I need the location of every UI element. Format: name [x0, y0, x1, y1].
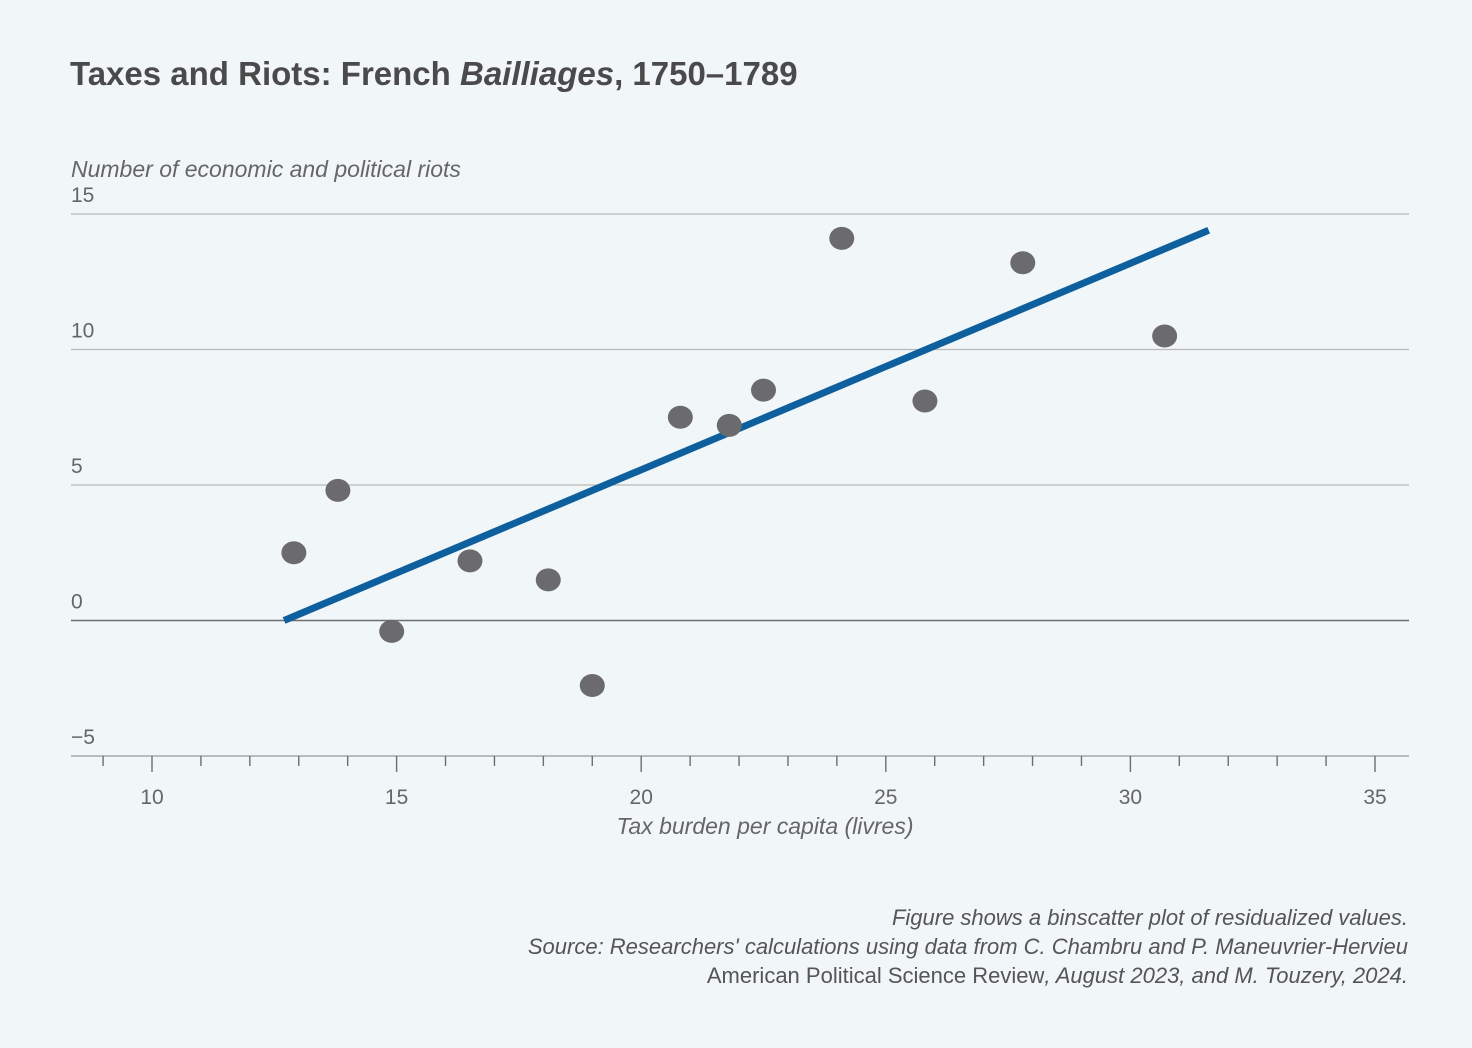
trend-line — [282, 227, 1211, 624]
data-point — [912, 389, 938, 413]
data-point — [457, 549, 483, 573]
note-line-1: Figure shows a binscatter plot of residu… — [891, 905, 1408, 930]
x-tick-label: 10 — [140, 786, 163, 809]
x-axis-label: Tax burden per capita (livres) — [616, 813, 914, 839]
x-axis-ticks — [102, 756, 1376, 772]
data-point — [379, 619, 405, 643]
x-tick-label: 30 — [1119, 786, 1142, 809]
y-tick-label: −5 — [71, 726, 95, 749]
y-tick-label: 15 — [71, 184, 94, 207]
source-line-3: American Political Science Review, Augus… — [528, 961, 1408, 990]
chart-title-tail: , 1750–1789 — [614, 55, 798, 92]
data-point — [535, 568, 561, 592]
source-date: , August 2023, and M. Touzery, 2024. — [1044, 963, 1408, 988]
data-point — [829, 226, 855, 250]
source-line: Source: Researchers' calculations using … — [527, 934, 1408, 959]
y-tick-label: 0 — [71, 591, 83, 614]
chart-title: Taxes and Riots: French Bailliages, 1750… — [70, 55, 798, 93]
journal-name: American Political Science Review — [706, 963, 1045, 988]
y-tick-labels: 15 10 5 0 −5 — [71, 184, 95, 749]
data-points — [281, 226, 1178, 698]
figure-note: Figure shows a binscatter plot of residu… — [528, 903, 1408, 990]
data-point — [1010, 251, 1036, 275]
x-tick-label: 20 — [630, 786, 653, 809]
chart-title-italic: Bailliages — [459, 55, 615, 92]
data-point — [325, 478, 351, 502]
chart-title-main: Taxes and Riots: French — [70, 55, 460, 92]
data-point — [751, 378, 776, 402]
x-tick-label: 15 — [385, 786, 408, 809]
y-tick-label: 5 — [71, 455, 83, 478]
trend-line-group — [282, 227, 1211, 624]
data-point — [1152, 324, 1178, 348]
gridlines — [71, 213, 1409, 757]
data-point — [281, 541, 307, 565]
data-point — [716, 413, 742, 437]
y-tick-label: 10 — [71, 320, 94, 343]
data-point — [667, 405, 693, 429]
x-tick-labels: 10 15 20 25 30 35 — [140, 786, 1386, 809]
x-tick-label: 35 — [1363, 786, 1386, 809]
y-axis-label: Number of economic and political riots — [71, 156, 461, 182]
x-tick-label: 25 — [874, 786, 897, 809]
data-point — [579, 674, 605, 698]
